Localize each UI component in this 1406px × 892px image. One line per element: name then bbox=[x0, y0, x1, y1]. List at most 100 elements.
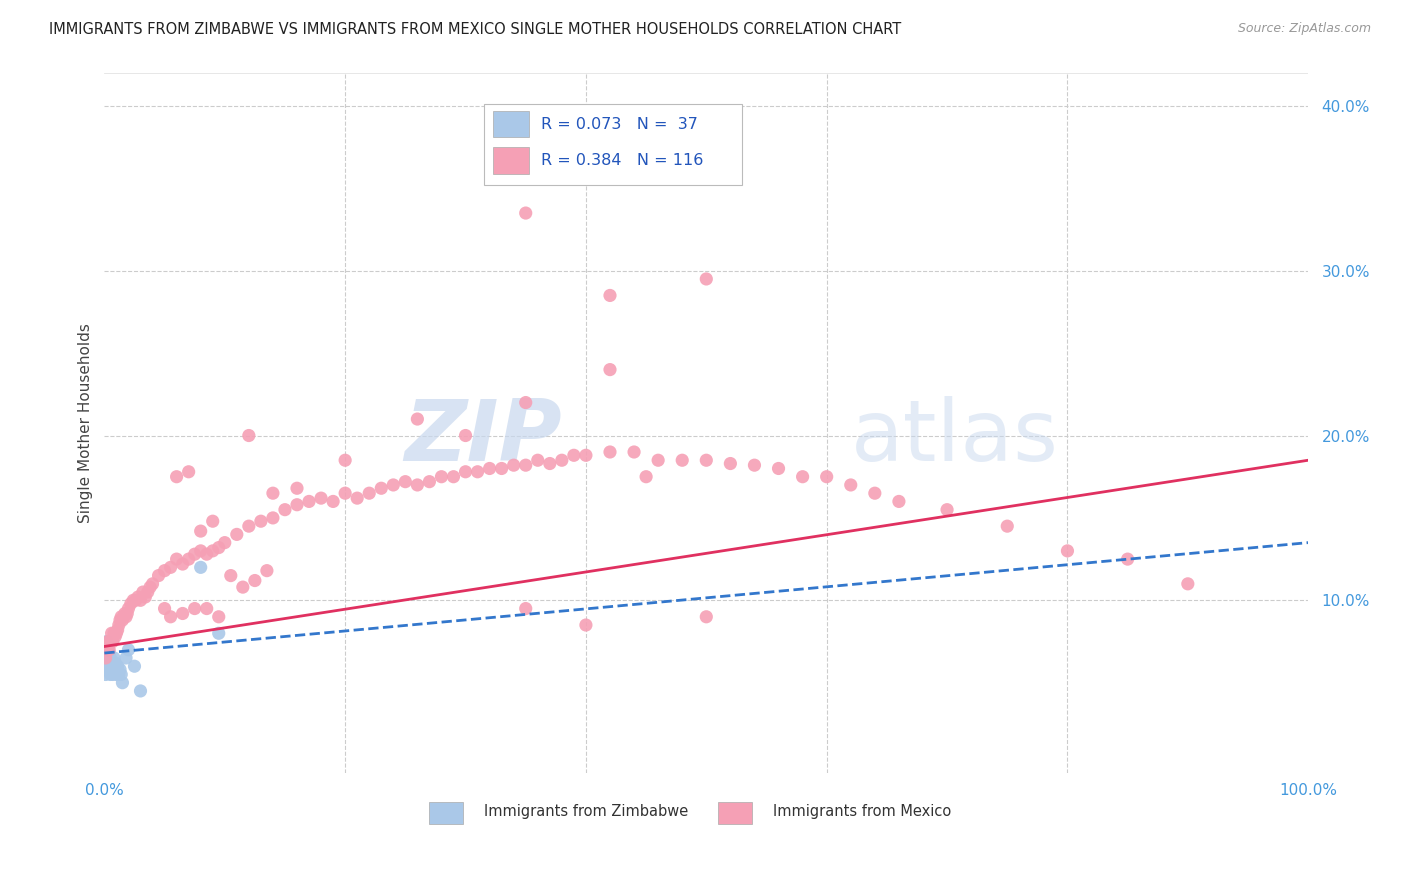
Point bbox=[575, 448, 598, 462]
Point bbox=[936, 502, 959, 516]
Point bbox=[256, 564, 278, 578]
Point bbox=[551, 453, 574, 467]
Point bbox=[115, 651, 138, 665]
Point bbox=[120, 597, 142, 611]
Point bbox=[1177, 577, 1199, 591]
Point bbox=[285, 498, 308, 512]
Point bbox=[515, 601, 537, 615]
Point bbox=[125, 593, 148, 607]
Point bbox=[124, 659, 146, 673]
Point bbox=[98, 642, 121, 657]
Point bbox=[995, 519, 1018, 533]
Point bbox=[97, 651, 120, 665]
Point bbox=[98, 656, 121, 670]
Point bbox=[172, 557, 194, 571]
Point bbox=[333, 486, 356, 500]
Point bbox=[491, 461, 513, 475]
Point bbox=[208, 541, 231, 555]
Point bbox=[647, 453, 669, 467]
Point bbox=[96, 642, 118, 657]
Point bbox=[97, 642, 120, 657]
Point bbox=[262, 511, 284, 525]
Point bbox=[108, 667, 131, 681]
Point bbox=[100, 667, 122, 681]
Point bbox=[538, 457, 561, 471]
Point bbox=[101, 659, 124, 673]
Point bbox=[101, 634, 124, 648]
Point bbox=[190, 524, 212, 538]
Point bbox=[562, 448, 585, 462]
Point bbox=[208, 609, 231, 624]
Point bbox=[575, 618, 598, 632]
Point bbox=[768, 461, 790, 475]
Point bbox=[129, 684, 152, 698]
Point bbox=[478, 461, 501, 475]
Point bbox=[166, 552, 188, 566]
Point bbox=[515, 458, 537, 473]
Point bbox=[97, 634, 120, 648]
Point bbox=[100, 651, 122, 665]
Point bbox=[262, 486, 284, 500]
Point bbox=[139, 580, 162, 594]
Point bbox=[190, 560, 212, 574]
Point bbox=[346, 491, 368, 505]
Point bbox=[104, 659, 127, 673]
Point bbox=[96, 651, 118, 665]
Point bbox=[695, 272, 717, 286]
Point bbox=[153, 564, 176, 578]
Point bbox=[153, 601, 176, 615]
Point bbox=[515, 395, 537, 409]
Point bbox=[238, 519, 260, 533]
Point bbox=[623, 445, 645, 459]
Point bbox=[110, 609, 132, 624]
Point bbox=[100, 663, 122, 677]
Point bbox=[98, 659, 121, 673]
Point bbox=[671, 453, 693, 467]
Point bbox=[502, 458, 524, 473]
Point bbox=[177, 465, 200, 479]
Point bbox=[418, 475, 440, 489]
Point bbox=[454, 428, 477, 442]
Bar bbox=[494, 111, 529, 137]
Point bbox=[107, 659, 129, 673]
FancyBboxPatch shape bbox=[484, 104, 742, 185]
Point bbox=[177, 552, 200, 566]
Point bbox=[172, 607, 194, 621]
Point bbox=[134, 590, 156, 604]
Point bbox=[111, 675, 134, 690]
Point bbox=[108, 613, 131, 627]
Point bbox=[97, 659, 120, 673]
Point bbox=[1116, 552, 1139, 566]
Point bbox=[159, 560, 181, 574]
Point bbox=[370, 481, 392, 495]
Point bbox=[285, 481, 308, 495]
Text: IMMIGRANTS FROM ZIMBABWE VS IMMIGRANTS FROM MEXICO SINGLE MOTHER HOUSEHOLDS CORR: IMMIGRANTS FROM ZIMBABWE VS IMMIGRANTS F… bbox=[49, 22, 901, 37]
Point bbox=[132, 585, 155, 599]
Point bbox=[322, 494, 344, 508]
Point bbox=[190, 544, 212, 558]
Point bbox=[101, 667, 124, 681]
Point bbox=[105, 667, 128, 681]
Point bbox=[103, 651, 125, 665]
Point bbox=[214, 535, 236, 549]
Text: atlas: atlas bbox=[851, 396, 1059, 479]
Point bbox=[515, 206, 537, 220]
Point bbox=[96, 634, 118, 648]
Point bbox=[136, 585, 159, 599]
Point bbox=[105, 626, 128, 640]
Point bbox=[159, 609, 181, 624]
Point bbox=[359, 486, 381, 500]
Point bbox=[100, 634, 122, 648]
Point bbox=[232, 580, 254, 594]
Point bbox=[695, 609, 717, 624]
Point bbox=[141, 577, 163, 591]
Point bbox=[94, 659, 117, 673]
Point bbox=[333, 453, 356, 467]
Text: Source: ZipAtlas.com: Source: ZipAtlas.com bbox=[1237, 22, 1371, 36]
Point bbox=[104, 630, 127, 644]
Point bbox=[110, 667, 132, 681]
Point bbox=[129, 593, 152, 607]
Point bbox=[115, 609, 138, 624]
Point bbox=[104, 656, 127, 670]
Point bbox=[166, 469, 188, 483]
